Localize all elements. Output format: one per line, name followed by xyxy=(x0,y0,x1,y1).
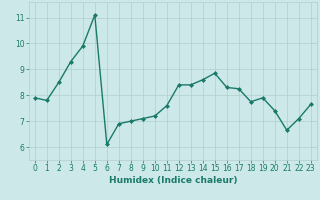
X-axis label: Humidex (Indice chaleur): Humidex (Indice chaleur) xyxy=(108,176,237,185)
